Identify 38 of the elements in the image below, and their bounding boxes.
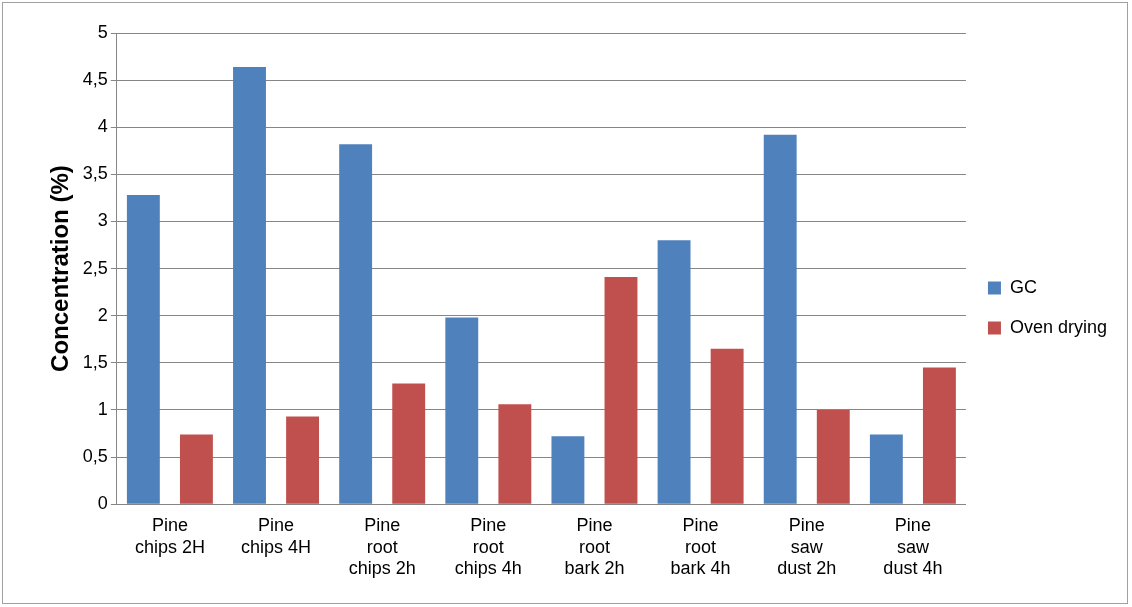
y-tick-label: 1 — [97, 398, 108, 419]
bar — [445, 317, 479, 504]
y-tick-label: 4 — [97, 116, 108, 137]
y-tick-label: 0,5 — [82, 446, 108, 467]
x-tick-label: Pine root chips 2h — [348, 514, 416, 579]
bar — [392, 383, 426, 504]
y-tick-label: 3,5 — [82, 163, 108, 184]
y-tick-label: 4,5 — [82, 69, 108, 90]
bar — [498, 404, 532, 504]
x-tick-label: Pine chips 4H — [241, 514, 312, 557]
bar — [551, 436, 585, 504]
bar — [604, 277, 638, 504]
bar — [286, 416, 320, 504]
y-axis-title: Concentration (%) — [46, 165, 74, 372]
legend-label: GC — [1009, 276, 1037, 297]
x-tick-label: Pine saw dust 2h — [777, 514, 837, 579]
y-tick-label: 2 — [97, 304, 108, 325]
bar — [922, 367, 956, 504]
x-tick-label: Pine saw dust 4h — [883, 514, 943, 579]
y-tick-label: 5 — [97, 21, 108, 42]
bar — [763, 134, 797, 504]
bar — [657, 240, 691, 504]
y-tick-label: 3 — [97, 210, 108, 231]
x-tick-label: Pine root chips 4h — [454, 514, 522, 579]
bar — [816, 409, 850, 504]
bar — [339, 144, 373, 504]
legend-label: Oven drying — [1009, 316, 1108, 337]
bar — [233, 66, 266, 504]
bar — [869, 434, 903, 504]
x-tick-label: Pine root bark 2h — [564, 514, 625, 579]
bar — [179, 434, 213, 504]
y-tick-label: 1,5 — [82, 351, 108, 372]
bar — [126, 195, 160, 504]
y-tick-label: 0 — [97, 493, 108, 514]
y-tick-label: 2,5 — [82, 257, 108, 278]
x-tick-label: Pine root bark 4h — [670, 514, 731, 579]
bar — [710, 348, 744, 504]
x-tick-label: Pine chips 2H — [134, 514, 205, 557]
